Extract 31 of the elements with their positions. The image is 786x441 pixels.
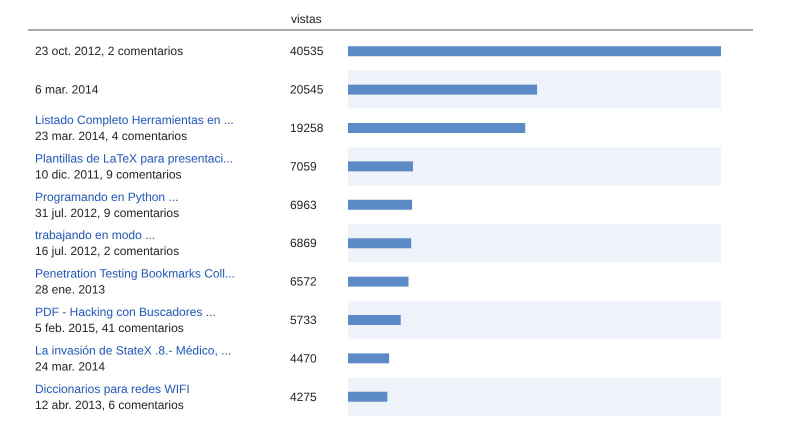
y-tick-label: 6 mar. 2014 [35, 82, 99, 97]
bar [348, 353, 390, 364]
bar [348, 392, 388, 402]
data-label: 4470 [290, 351, 318, 366]
y-tick-label: 23 oct. 2012, 2 comentarios [35, 44, 184, 58]
bar [348, 276, 408, 287]
data-label: 40535 [290, 44, 324, 58]
bar [348, 123, 526, 133]
data-label: 5733 [290, 313, 318, 327]
bar [348, 200, 412, 210]
bar [348, 84, 538, 95]
y-tick-label: Listado Completo Herramientas en ... 23 mar. 2014, 4 comentarios [35, 113, 234, 143]
data-label: 19258 [290, 121, 324, 135]
y-tick-label: Programando en Python ... 31 jul. 2012, 9 comentarios [35, 190, 180, 220]
y-tick-label: Penetration Testing Bookmarks Coll... 28 ene. 2013 [35, 266, 235, 297]
bar [348, 46, 721, 56]
y-tick-label: Diccionarios para redes WIFI 12 abr. 2013, 6 comentarios [35, 382, 190, 412]
data-label: 6572 [290, 274, 318, 289]
bar [348, 238, 412, 248]
y-tick-label: Plantillas de LaTeX para presentaci... 10 dic. 2011, 9 comentarios [35, 151, 234, 182]
y-tick-label: PDF - Hacking con Buscadores ... 5 feb. 2015, 41 comentarios [35, 305, 216, 335]
bar [348, 161, 413, 172]
x-axis-title: vistas [291, 12, 322, 26]
data-label: 4275 [290, 390, 318, 404]
y-tick-label: trabajando en modo ... 16 jul. 2012, 2 comentarios [35, 228, 180, 258]
data-label: 20545 [290, 82, 324, 97]
bar [348, 315, 401, 325]
data-label: 6963 [290, 198, 318, 212]
data-label: 7059 [290, 159, 318, 174]
y-tick-label: La invasión de StateX .8.- Médico, ... 24 mar. 2014 [35, 343, 232, 374]
data-label: 6869 [290, 236, 318, 250]
